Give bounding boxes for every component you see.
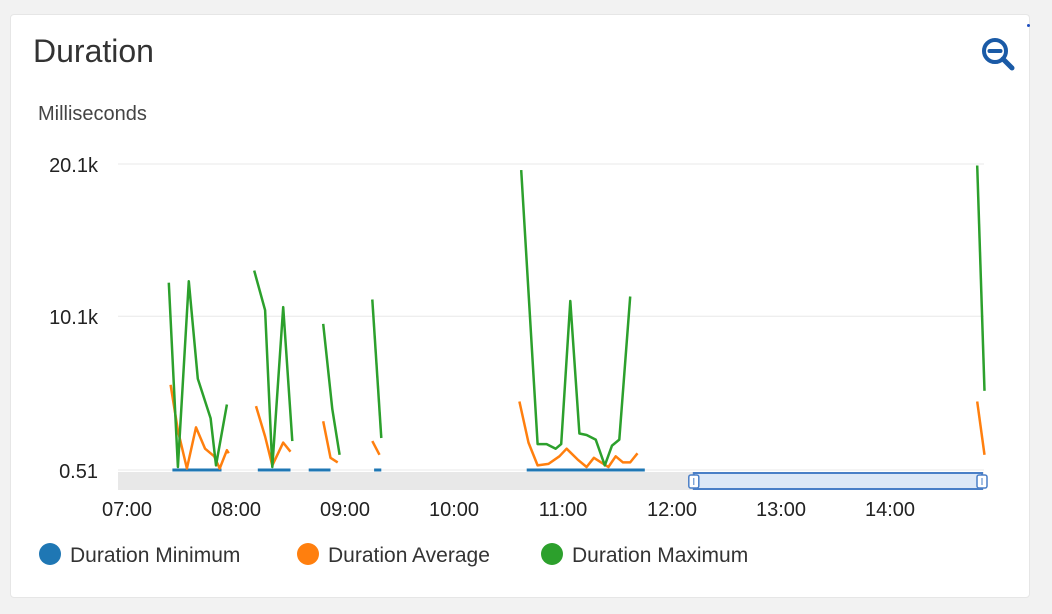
legend-item-maximum[interactable]: Duration Maximum (541, 543, 748, 567)
x-tick-label: 08:00 (211, 499, 261, 521)
series-line-average (371, 440, 381, 456)
legend-layer: Duration Minimum Duration Average Duration… (39, 543, 748, 567)
legend-item-average[interactable]: Duration Average (297, 543, 490, 567)
x-tick-label: 12:00 (647, 499, 697, 521)
series-average (169, 384, 986, 470)
y-tick-label: 0.51 (59, 461, 98, 483)
series-maximum (167, 165, 986, 469)
series-line-maximum (975, 165, 986, 391)
navigator-layer (118, 472, 988, 490)
axis-layer: Milliseconds 0.51 10.1k 20.1k 07:00 08:00 09:0… (38, 103, 915, 521)
duration-widget: Duration (10, 14, 1030, 598)
widget-title: Duration (33, 33, 154, 69)
x-tick-label: 09:00 (320, 499, 370, 521)
zoom-out-magnifier-icon (982, 38, 1015, 71)
x-tick-label: 11:00 (539, 499, 588, 521)
series-line-average (518, 401, 639, 469)
x-tick-label: 10:00 (429, 499, 479, 521)
series-line-maximum (321, 323, 341, 455)
series-layer (167, 165, 986, 472)
zoom-out-button[interactable] (979, 35, 1019, 75)
x-tick-label: 07:00 (102, 499, 152, 521)
grid-layer (118, 163, 984, 471)
legend-label: Duration Average (328, 544, 490, 567)
series-line-maximum (167, 279, 229, 469)
navigator-selection[interactable] (692, 472, 983, 490)
legend-swatch (297, 543, 319, 565)
series-line-average (321, 421, 339, 464)
legend-swatch (541, 543, 563, 565)
series-line-maximum (371, 299, 383, 439)
series-line-average (975, 401, 986, 455)
legend-label: Duration Minimum (70, 544, 240, 567)
legend-item-minimum[interactable]: Duration Minimum (39, 543, 240, 567)
series-line-average (169, 384, 230, 470)
y-tick-label: 10.1k (49, 307, 99, 329)
x-tick-label: 14:00 (865, 499, 915, 521)
y-tick-label: 20.1k (49, 155, 99, 177)
series-line-maximum (519, 170, 632, 467)
corner-indicator (1027, 24, 1030, 27)
x-tick-label: 13:00 (756, 499, 806, 521)
series-line-maximum (252, 270, 294, 469)
y-axis-label: Milliseconds (38, 103, 147, 125)
legend-label: Duration Maximum (572, 544, 748, 567)
legend-swatch (39, 543, 61, 565)
